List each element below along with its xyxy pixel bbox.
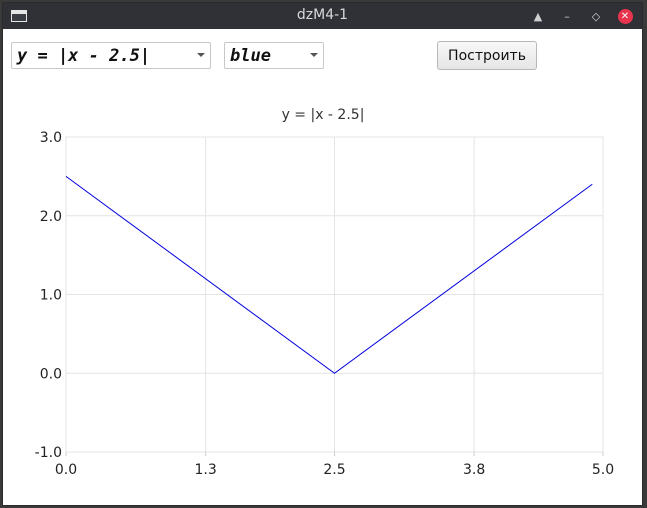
close-icon: ✕	[617, 8, 633, 24]
y-tick-label: 3.0	[40, 130, 62, 146]
y-tick-label: 1.0	[40, 288, 62, 304]
chart-grid	[65, 136, 604, 453]
chevron-down-icon	[310, 53, 318, 57]
build-button[interactable]: Построить	[437, 41, 537, 70]
window-icon[interactable]	[11, 10, 27, 22]
series-line	[65, 175, 593, 374]
chevron-down-icon	[197, 53, 205, 57]
color-value: blue	[230, 45, 271, 66]
plot-area: y = |x - 2.5| 0.0 1.3 2.5 3.8 5.0 3.0 2.0 1.0 0.…	[35, 107, 614, 478]
keep-above-icon[interactable]: ▲	[533, 9, 543, 23]
x-tick-label: 3.8	[463, 462, 485, 478]
minimize-icon[interactable]: –	[564, 9, 570, 23]
x-tick-label: 5.0	[592, 462, 614, 478]
chart-series	[65, 175, 593, 374]
color-combobox[interactable]: blue	[224, 42, 324, 69]
restore-icon[interactable]: ◇	[591, 9, 601, 23]
chart-title: y = |x - 2.5|	[282, 107, 365, 123]
y-tick-label: 0.0	[40, 366, 62, 382]
close-button[interactable]: ✕	[616, 7, 634, 25]
chart-ticks: 0.0 1.3 2.5 3.8 5.03.02.01.00.0-1.0	[35, 130, 614, 478]
x-tick-label: 0.0	[55, 462, 77, 478]
formula-value: y = |x - 2.5|	[17, 45, 151, 66]
y-tick-label: 2.0	[40, 209, 62, 225]
toolbar: y = |x - 2.5| blue Построить	[3, 29, 642, 89]
x-tick-label: 2.5	[323, 462, 345, 478]
x-tick-label: 1.3	[194, 462, 216, 478]
window-title: dzM4-1	[296, 7, 349, 23]
y-tick-label: -1.0	[35, 445, 62, 461]
title-bar: dzM4-1 ▲ – ◇ ✕	[3, 3, 642, 29]
formula-combobox[interactable]: y = |x - 2.5|	[11, 42, 211, 69]
